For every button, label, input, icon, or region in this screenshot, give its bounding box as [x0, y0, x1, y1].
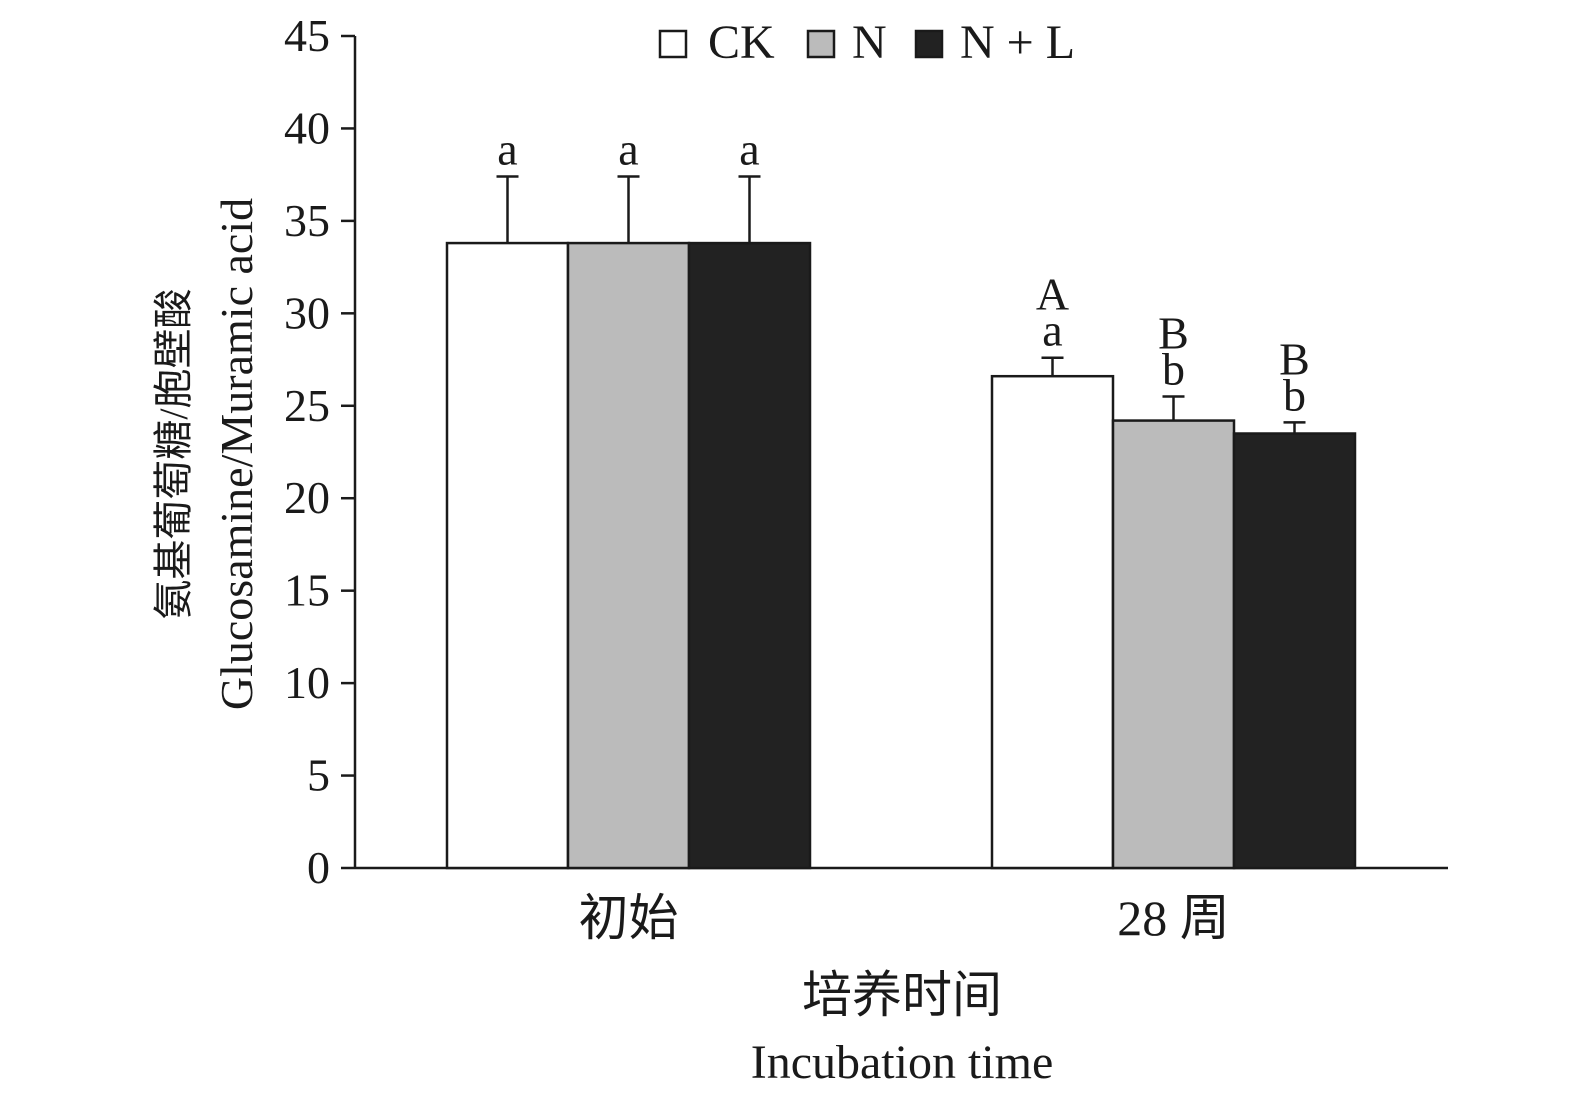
legend-label: N + L — [960, 16, 1075, 69]
significance-letter-lower: a — [497, 124, 517, 175]
legend: CK N N + L — [658, 16, 1075, 69]
legend-swatch — [914, 29, 944, 59]
significance-letter-upper: A — [1036, 269, 1069, 320]
x-category-labels: 初始 28 周 — [579, 890, 1230, 946]
legend-swatch — [806, 29, 836, 59]
y-tick-label: 35 — [284, 195, 330, 246]
y-tick-label: 15 — [284, 565, 330, 616]
legend-swatch — [658, 29, 688, 59]
bar-ck-1 — [990, 374, 1115, 870]
bar-nl-0 — [687, 241, 812, 870]
significance-letter-upper: B — [1279, 333, 1310, 384]
x-category-label: 28 周 — [1117, 890, 1230, 946]
significance-letter-lower: b — [1283, 369, 1306, 420]
y-tick-label: 10 — [284, 657, 330, 708]
bar-n-0 — [566, 241, 691, 870]
x-axis-label-cn: 培养时间 — [802, 967, 1002, 1023]
legend-label: CK — [708, 16, 775, 69]
y-tick-label: 40 — [284, 102, 330, 153]
significance-letter-lower: a — [739, 124, 759, 175]
y-tick-label: 30 — [284, 287, 330, 338]
y-axis-label-en: Glucosamine/Muramic acid — [211, 198, 262, 710]
legend-label: N — [852, 16, 887, 69]
x-category-label: 初始 — [579, 890, 679, 946]
bar-n-1 — [1111, 419, 1236, 870]
y-axis-label-cn: 氨基葡萄糖/胞壁酸 — [151, 288, 196, 619]
x-axis-label-en: Incubation time — [751, 1036, 1054, 1089]
bar-ck-0 — [445, 241, 570, 870]
significance-letter-lower: a — [1042, 305, 1062, 356]
y-tick-label: 20 — [284, 472, 330, 523]
y-ticks: 0 5 10 15 20 25 30 35 40 45 — [284, 10, 355, 893]
significance-letter-lower: b — [1162, 344, 1185, 395]
y-tick-label: 45 — [284, 10, 330, 61]
bar-nl-1 — [1232, 432, 1357, 870]
y-tick-label: 25 — [284, 380, 330, 431]
y-tick-label: 0 — [307, 842, 330, 893]
significance-letter-upper: B — [1158, 308, 1189, 359]
significance-letter-lower: a — [618, 124, 638, 175]
y-tick-label: 5 — [307, 750, 330, 801]
